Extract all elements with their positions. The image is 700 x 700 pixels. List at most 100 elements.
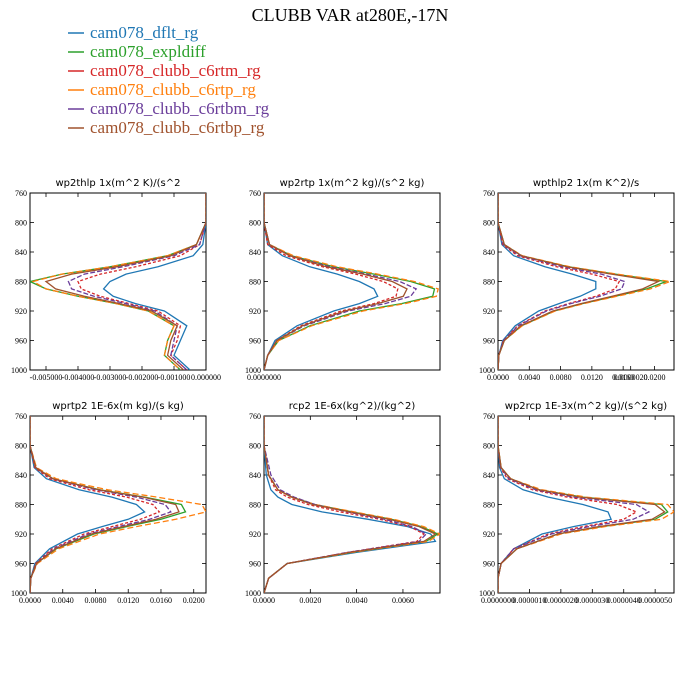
y-tick-label: 840 [483, 248, 495, 257]
plot-frame [497, 415, 675, 594]
y-tick-label: 760 [249, 189, 261, 198]
y-tick-label: 920 [483, 530, 495, 539]
x-tick-label: 0.0000030 [575, 596, 609, 605]
series-line [30, 416, 172, 593]
y-tick-label: 760 [483, 189, 495, 198]
legend-label: cam078_clubb_c6rtbp_rg [90, 118, 265, 137]
y-tick-label: 1000 [479, 366, 495, 375]
y-tick-label: 920 [15, 530, 27, 539]
y-tick-label: 1000 [479, 589, 495, 598]
y-tick-label: 1000 [11, 366, 27, 375]
series-line [264, 416, 440, 593]
y-tick-label: 840 [483, 471, 495, 480]
y-tick-label: 800 [15, 442, 27, 451]
y-tick-label: 1000 [11, 589, 27, 598]
series-line [264, 193, 399, 370]
x-tick-label: 0.0000010 [512, 596, 546, 605]
y-tick-label: 800 [483, 219, 495, 228]
series-line [264, 193, 436, 370]
plot-frame [497, 192, 675, 371]
series-line [77, 193, 206, 370]
figure-title: CLUBB VAR at280E,-17N [252, 5, 449, 25]
series-line [498, 193, 661, 370]
legend-label: cam078_clubb_c6rtm_rg [90, 61, 261, 80]
series-line [264, 416, 425, 593]
y-tick-label: 880 [15, 501, 27, 510]
y-tick-label: 920 [249, 307, 261, 316]
y-tick-label: 880 [483, 278, 495, 287]
x-tick-label: -0.005000 [30, 373, 63, 382]
y-tick-label: 760 [15, 412, 27, 421]
x-tick-label: 0.0000020 [614, 373, 648, 382]
panel-title: wp2rtp 1x(m^2 kg)/(s^2 kg) [280, 178, 425, 189]
panel: wpthlp2 1x(m K^2)/s 760 800 840 880 920 960 100… [479, 178, 675, 382]
y-tick-label: 1000 [245, 589, 261, 598]
series-line [44, 193, 206, 370]
series-line [264, 416, 440, 593]
panel-title: rcp2 1E-6x(kg^2)/(kg^2) [289, 401, 416, 412]
series-line [67, 193, 206, 370]
y-tick-label: 840 [249, 248, 261, 257]
x-tick-label: -0.003000 [94, 373, 127, 382]
x-tick-label: -0.001000 [158, 373, 191, 382]
y-tick-label: 760 [15, 189, 27, 198]
series-line [498, 193, 621, 370]
y-tick-label: 880 [249, 501, 261, 510]
series-line [264, 193, 408, 370]
y-tick-label: 960 [249, 560, 261, 569]
series-line [264, 416, 437, 593]
x-tick-label: 0.0020 [299, 596, 321, 605]
x-tick-label: 0.0040 [518, 373, 540, 382]
panel: wprtp2 1E-6x(m kg)/(s kg) 760 800 840 880 920… [11, 401, 207, 605]
series-line [498, 416, 674, 593]
x-tick-label: 0.000000 [191, 373, 221, 382]
y-tick-label: 920 [15, 307, 27, 316]
series-line [30, 416, 146, 593]
y-tick-label: 880 [15, 278, 27, 287]
x-tick-label: 0.0120 [117, 596, 139, 605]
series-line [264, 193, 379, 370]
legend: cam078_dflt_rgcam078_expldiffcam078_club… [68, 23, 270, 137]
x-tick-label: -0.002000 [126, 373, 159, 382]
series-line [30, 416, 180, 593]
x-tick-label: 0.0040 [52, 596, 74, 605]
y-tick-label: 760 [483, 412, 495, 421]
panel-title: wp2rcp 1E-3x(m^2 kg)/(s^2 kg) [505, 401, 668, 412]
x-tick-label: 0.0060 [392, 596, 414, 605]
series-line [30, 416, 187, 593]
y-tick-label: 1000 [245, 366, 261, 375]
x-tick-label: 0.0080 [550, 373, 572, 382]
y-tick-label: 840 [249, 471, 261, 480]
series-line [498, 193, 671, 370]
y-tick-label: 920 [249, 530, 261, 539]
x-tick-label: -0.004000 [62, 373, 95, 382]
y-tick-label: 960 [249, 337, 261, 346]
series-line [498, 193, 597, 370]
x-tick-label: 0.0000000 [481, 596, 515, 605]
y-tick-label: 840 [15, 248, 27, 257]
x-tick-label: 0.0200 [183, 596, 205, 605]
y-tick-label: 960 [15, 560, 27, 569]
x-tick-label: 0.0120 [581, 373, 603, 382]
x-tick-label: 0.0000020 [544, 596, 578, 605]
x-tick-label: 0.0000050 [638, 596, 672, 605]
x-tick-label: 0.0000 [19, 596, 41, 605]
y-tick-label: 880 [483, 501, 495, 510]
series-line [498, 193, 626, 370]
y-tick-label: 800 [15, 219, 27, 228]
y-tick-label: 840 [15, 471, 27, 480]
x-tick-label: 0.0000040 [607, 596, 641, 605]
panel: wp2rcp 1E-3x(m^2 kg)/(s^2 kg) 760 800 840 88… [479, 401, 675, 605]
y-tick-label: 880 [249, 278, 261, 287]
legend-label: cam078_clubb_c6rtbm_rg [90, 99, 270, 118]
x-tick-label: 0.0200 [643, 373, 665, 382]
y-tick-label: 800 [249, 442, 261, 451]
x-tick-label: 0.0160 [150, 596, 172, 605]
x-tick-label: 0.0000000 [247, 373, 281, 382]
legend-label: cam078_dflt_rg [90, 23, 199, 42]
panel-title: wprtp2 1E-6x(m kg)/(s kg) [52, 401, 184, 412]
series-line [498, 416, 613, 593]
series-line [264, 416, 428, 593]
panel-title: wpthlp2 1x(m K^2)/s [533, 178, 639, 189]
